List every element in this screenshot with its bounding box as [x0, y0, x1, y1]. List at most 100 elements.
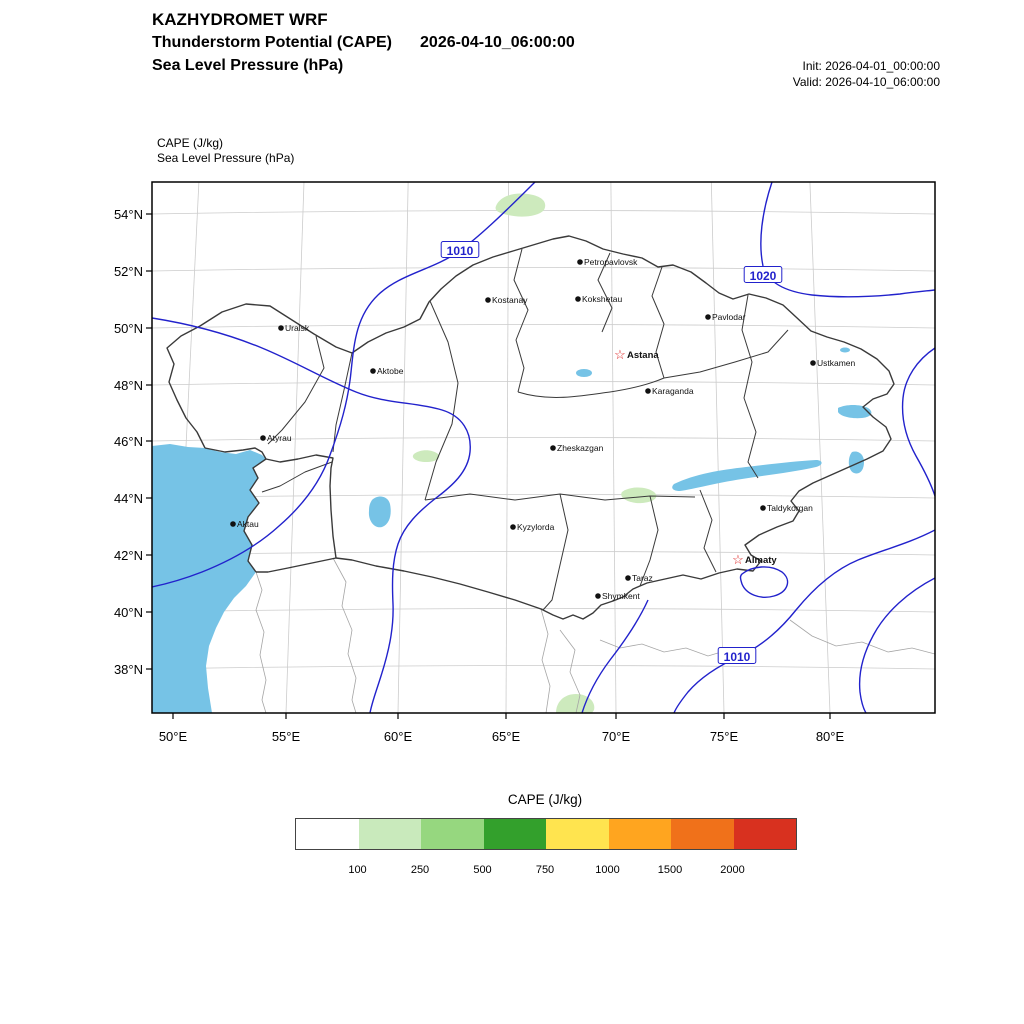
oblast-boundary	[424, 300, 459, 501]
oblast-boundary	[741, 294, 759, 479]
kazakhstan-border	[265, 454, 337, 559]
lat-tick-label: 50°N	[114, 321, 143, 336]
oblast-boundary	[513, 248, 529, 393]
city-dot	[595, 593, 601, 599]
legend-tick-label: 500	[473, 864, 492, 876]
graticule-parallel	[152, 381, 935, 386]
kazakhstan-coastline	[204, 447, 267, 460]
city-label: Kokshetau	[582, 294, 622, 304]
page-title: KAZHYDROMET WRF	[152, 10, 328, 29]
isobar-label-box	[743, 266, 783, 283]
city-dot	[810, 360, 816, 366]
city-dot	[230, 521, 236, 527]
legend-color-segment	[733, 819, 796, 849]
city-dot	[370, 368, 376, 374]
caspian-sea	[152, 444, 266, 713]
neighbor-borders	[255, 571, 267, 713]
city-label: Petropavlovsk	[584, 257, 638, 267]
lon-tick-label: 65°E	[492, 729, 521, 744]
city-dot	[575, 296, 581, 302]
kazakhstan-border	[166, 235, 895, 620]
lon-tick-label: 60°E	[384, 729, 413, 744]
graticule-meridian	[285, 182, 305, 713]
oblast-boundary	[332, 352, 353, 453]
city-label: Pavlodar	[712, 312, 746, 322]
legend-tick-label: 1000	[595, 864, 620, 876]
lake-zaysan	[838, 405, 872, 419]
graticule-parallel	[152, 210, 935, 215]
lon-tick-label: 80°E	[816, 729, 845, 744]
lat-tick-label: 44°N	[114, 491, 143, 506]
lat-tick-label: 54°N	[114, 207, 143, 222]
lat-tick-label: 38°N	[114, 662, 143, 677]
oblast-boundary	[542, 493, 569, 611]
cape-patch	[621, 487, 657, 504]
legend-tick-label: 100	[348, 864, 367, 876]
city-dot	[577, 259, 583, 265]
neighbor-borders	[332, 557, 357, 713]
cape-patch	[556, 694, 595, 713]
oblast-boundary	[267, 335, 325, 445]
lat-tick-label: 46°N	[114, 434, 143, 449]
graticule-meridian	[710, 182, 725, 713]
legend-tick-label: 250	[410, 864, 430, 876]
product-name: Thunderstorm Potential (CAPE)	[152, 34, 393, 51]
legend-color-segment	[483, 819, 546, 849]
graticule-parallel	[152, 608, 935, 613]
city-label: Uralsk	[285, 323, 310, 333]
aral-sea	[368, 496, 391, 528]
lon-tick-label: 55°E	[272, 729, 301, 744]
lat-tick-label: 40°N	[114, 605, 143, 620]
city-dot	[278, 325, 284, 331]
city-label: Kostanay	[492, 295, 528, 305]
lat-tick-label: 52°N	[114, 264, 143, 279]
map-caption-cape: CAPE (J/kg)	[157, 136, 224, 150]
isobar-line	[152, 317, 471, 713]
city-label: Karaganda	[652, 386, 694, 396]
capital-star-icon: ☆	[614, 347, 626, 362]
lat-tick-label: 42°N	[114, 548, 143, 563]
product-line: Thunderstorm Potential (CAPE) 2026-04-10_…	[152, 31, 575, 54]
axis-ticks: 54°N 52°N 50°N 48°N 46°N 44°N 42°N 40°N 38°N 50°E…	[114, 207, 845, 744]
legend-color-segment	[421, 819, 484, 849]
graticule-meridian	[610, 182, 617, 713]
lon-tick-label: 75°E	[710, 729, 739, 744]
map-border	[151, 181, 936, 714]
legend-color-segment	[546, 819, 609, 849]
city-label: Taldykorgan	[767, 503, 813, 513]
graticule	[152, 182, 935, 713]
isobar-line	[739, 566, 789, 598]
city-label: Atyrau	[267, 433, 292, 443]
isobar-label: 1020	[750, 269, 777, 283]
city-label: Ustkamen	[817, 358, 856, 368]
city-dot	[485, 297, 491, 303]
neighbor-borders	[599, 639, 729, 657]
valid-time: Valid: 2026-04-10_06:00:00	[792, 75, 940, 89]
isobar-label-box	[717, 647, 757, 664]
lake-alakol	[848, 451, 864, 474]
city-label: Aktobe	[377, 366, 404, 376]
legend-tick-label: 750	[535, 864, 555, 876]
city-dot	[760, 505, 766, 511]
city-dot	[645, 388, 651, 394]
city-label: Almaty	[745, 555, 777, 566]
cape-patch	[495, 193, 546, 217]
lake-markakol	[840, 347, 850, 353]
graticule-meridian	[505, 182, 509, 713]
isobar-line	[760, 182, 935, 298]
lon-tick-label: 70°E	[602, 729, 631, 744]
oblast-boundary	[651, 266, 665, 379]
city-dot	[705, 314, 711, 320]
neighbor-borders	[559, 629, 581, 713]
lake-tengiz	[576, 369, 592, 377]
graticule-parallel	[152, 494, 935, 499]
neighbor-borders	[789, 619, 935, 655]
secondary-field-label: Sea Level Pressure (hPa)	[152, 57, 344, 74]
graticule-meridian	[397, 182, 409, 713]
graticule-parallel	[152, 551, 935, 556]
legend-color-segment	[671, 819, 734, 849]
city-dot	[550, 445, 556, 451]
neighbor-borders	[540, 608, 551, 713]
map-caption: CAPE (J/kg) Sea Level Pressure (hPa)	[157, 136, 294, 166]
